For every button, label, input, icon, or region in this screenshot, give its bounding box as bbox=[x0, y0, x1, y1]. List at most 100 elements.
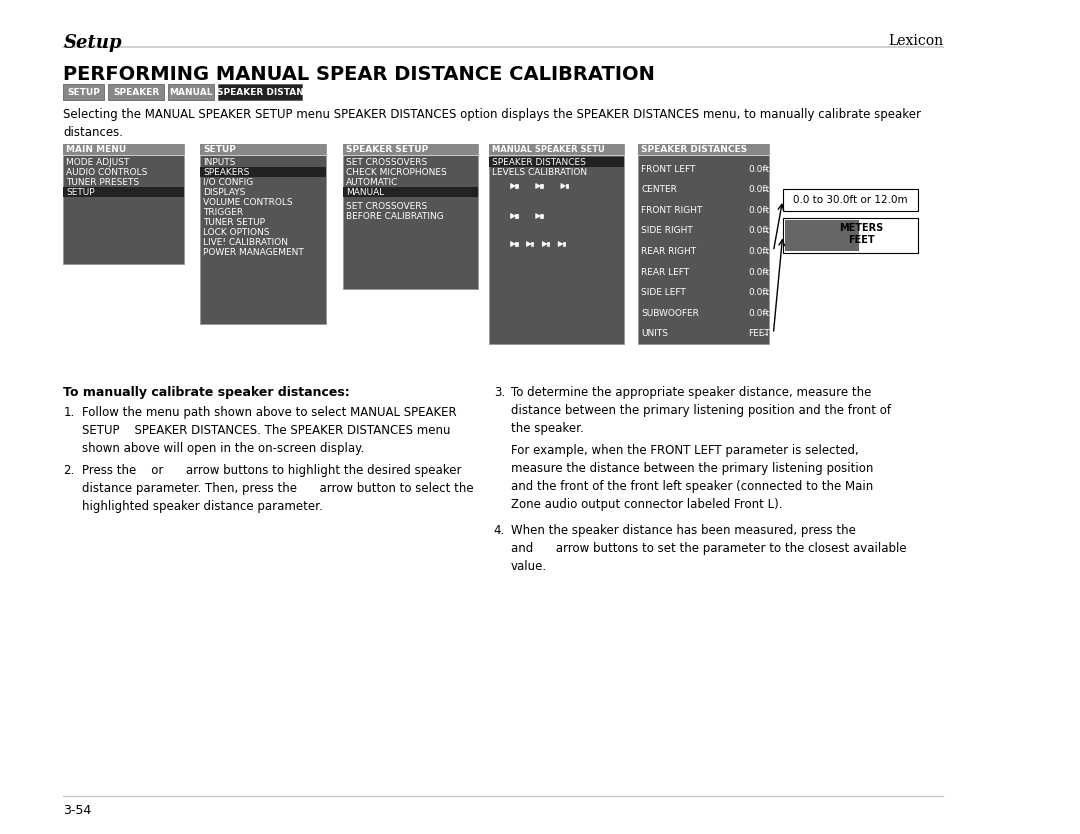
Bar bbox=[546, 243, 550, 246]
FancyBboxPatch shape bbox=[167, 84, 214, 100]
Text: CENTER: CENTER bbox=[642, 185, 677, 194]
Text: SET CROSSOVERS: SET CROSSOVERS bbox=[346, 202, 427, 210]
Text: 0.0ft: 0.0ft bbox=[748, 185, 769, 194]
FancyBboxPatch shape bbox=[108, 84, 164, 100]
FancyBboxPatch shape bbox=[200, 167, 326, 177]
Polygon shape bbox=[511, 242, 515, 247]
FancyBboxPatch shape bbox=[64, 84, 105, 100]
Text: SPEAKER SETUP: SPEAKER SETUP bbox=[346, 145, 428, 154]
Text: Selecting the MANUAL SPEAKER SETUP menu SPEAKER DISTANCES option displays the SP: Selecting the MANUAL SPEAKER SETUP menu … bbox=[64, 108, 921, 139]
Text: SIDE RIGHT: SIDE RIGHT bbox=[642, 227, 692, 235]
Text: SET CROSSOVERS: SET CROSSOVERS bbox=[346, 158, 427, 167]
Text: MANUAL: MANUAL bbox=[170, 88, 213, 97]
FancyBboxPatch shape bbox=[638, 144, 769, 344]
Text: Setup: Setup bbox=[64, 34, 122, 52]
Text: FRONT RIGHT: FRONT RIGHT bbox=[642, 206, 702, 215]
Text: SETUP: SETUP bbox=[66, 188, 95, 197]
Text: SETUP: SETUP bbox=[203, 145, 237, 154]
Text: LOCK OPTIONS: LOCK OPTIONS bbox=[203, 228, 270, 237]
Text: AUDIO CONTROLS: AUDIO CONTROLS bbox=[66, 168, 148, 177]
FancyBboxPatch shape bbox=[784, 220, 859, 251]
Text: FEET: FEET bbox=[748, 329, 770, 339]
Text: TRIGGER: TRIGGER bbox=[203, 208, 243, 217]
Bar bbox=[563, 243, 565, 246]
FancyBboxPatch shape bbox=[64, 187, 185, 197]
Text: TUNER PRESETS: TUNER PRESETS bbox=[66, 178, 139, 187]
Text: POWER MANAGEMENT: POWER MANAGEMENT bbox=[203, 248, 303, 257]
Text: REAR RIGHT: REAR RIGHT bbox=[642, 247, 697, 256]
Text: SETUP: SETUP bbox=[67, 88, 100, 97]
Text: SPEAKER DISTANCES: SPEAKER DISTANCES bbox=[492, 158, 585, 167]
Text: CHECK MICROPHONES: CHECK MICROPHONES bbox=[346, 168, 446, 177]
FancyBboxPatch shape bbox=[200, 144, 326, 324]
Text: To manually calibrate speaker distances:: To manually calibrate speaker distances: bbox=[64, 386, 350, 399]
Text: Press the    or      arrow buttons to highlight the desired speaker
distance par: Press the or arrow buttons to highlight … bbox=[82, 464, 474, 513]
Text: 0.0ft: 0.0ft bbox=[748, 247, 769, 256]
Text: VOLUME CONTROLS: VOLUME CONTROLS bbox=[203, 198, 293, 207]
Polygon shape bbox=[558, 242, 563, 247]
Text: I/O CONFIG: I/O CONFIG bbox=[203, 178, 254, 187]
Text: 0.0ft: 0.0ft bbox=[748, 165, 769, 173]
Text: Follow the menu path shown above to select MANUAL SPEAKER
SETUP    SPEAKER DISTA: Follow the menu path shown above to sele… bbox=[82, 406, 457, 455]
Text: 1.: 1. bbox=[64, 406, 75, 419]
FancyBboxPatch shape bbox=[218, 84, 302, 100]
FancyBboxPatch shape bbox=[200, 144, 326, 155]
Polygon shape bbox=[511, 214, 515, 219]
Text: MAIN MENU: MAIN MENU bbox=[66, 145, 126, 154]
Text: REAR LEFT: REAR LEFT bbox=[642, 268, 689, 277]
Text: DISPLAYS: DISPLAYS bbox=[203, 188, 245, 197]
Text: For example, when the FRONT LEFT parameter is selected,
measure the distance bet: For example, when the FRONT LEFT paramet… bbox=[511, 444, 873, 511]
Polygon shape bbox=[536, 183, 540, 188]
Text: 0.0ft: 0.0ft bbox=[748, 309, 769, 318]
FancyBboxPatch shape bbox=[64, 144, 185, 264]
FancyBboxPatch shape bbox=[489, 144, 624, 344]
Text: INPUTS: INPUTS bbox=[203, 158, 235, 167]
Bar bbox=[515, 214, 517, 218]
Text: 3-54: 3-54 bbox=[64, 804, 92, 817]
Text: To determine the appropriate speaker distance, measure the
distance between the : To determine the appropriate speaker dis… bbox=[511, 386, 891, 435]
FancyBboxPatch shape bbox=[342, 187, 478, 197]
Polygon shape bbox=[542, 242, 546, 247]
Polygon shape bbox=[561, 183, 566, 188]
Text: 0.0ft: 0.0ft bbox=[748, 288, 769, 297]
Bar bbox=[540, 214, 543, 218]
Text: UNITS: UNITS bbox=[642, 329, 669, 339]
FancyBboxPatch shape bbox=[489, 144, 624, 155]
Text: 4.: 4. bbox=[494, 524, 505, 537]
Text: LIVE! CALIBRATION: LIVE! CALIBRATION bbox=[203, 238, 288, 247]
Text: SPEAKERS: SPEAKERS bbox=[203, 168, 249, 177]
Text: 2.: 2. bbox=[64, 464, 75, 477]
Text: MODE ADJUST: MODE ADJUST bbox=[66, 158, 130, 167]
Text: 0.0ft: 0.0ft bbox=[748, 206, 769, 215]
Text: 0.0ft: 0.0ft bbox=[748, 227, 769, 235]
Polygon shape bbox=[536, 214, 540, 219]
FancyBboxPatch shape bbox=[783, 189, 918, 211]
Bar bbox=[540, 184, 543, 188]
Text: When the speaker distance has been measured, press the
and      arrow buttons to: When the speaker distance has been measu… bbox=[511, 524, 906, 573]
Polygon shape bbox=[511, 183, 515, 188]
Bar bbox=[515, 243, 517, 246]
Text: LEVELS CALIBRATION: LEVELS CALIBRATION bbox=[492, 168, 588, 177]
Bar bbox=[515, 184, 517, 188]
FancyBboxPatch shape bbox=[342, 144, 478, 155]
Text: Lexicon: Lexicon bbox=[888, 34, 943, 48]
Text: SPEAKER DISTANCES: SPEAKER DISTANCES bbox=[642, 145, 747, 154]
FancyBboxPatch shape bbox=[489, 157, 624, 167]
Text: 3.: 3. bbox=[494, 386, 505, 399]
Polygon shape bbox=[526, 242, 531, 247]
Text: PERFORMING MANUAL SPEAR DISTANCE CALIBRATION: PERFORMING MANUAL SPEAR DISTANCE CALIBRA… bbox=[64, 65, 656, 84]
Text: AUTOMATIC: AUTOMATIC bbox=[346, 178, 399, 187]
FancyBboxPatch shape bbox=[64, 144, 185, 155]
Text: BEFORE CALIBRATING: BEFORE CALIBRATING bbox=[346, 212, 444, 220]
Text: METERS: METERS bbox=[839, 223, 883, 233]
FancyBboxPatch shape bbox=[342, 144, 478, 289]
Bar bbox=[566, 184, 568, 188]
Text: TUNER SETUP: TUNER SETUP bbox=[203, 218, 265, 227]
Text: FRONT LEFT: FRONT LEFT bbox=[642, 165, 696, 173]
Text: SIDE LEFT: SIDE LEFT bbox=[642, 288, 686, 297]
Text: SUBWOOFER: SUBWOOFER bbox=[642, 309, 699, 318]
Text: SPEAKER DISTAN: SPEAKER DISTAN bbox=[216, 88, 303, 97]
Text: SPEAKER: SPEAKER bbox=[113, 88, 159, 97]
Text: 0.0ft: 0.0ft bbox=[748, 268, 769, 277]
Text: 0.0 to 30.0ft or 12.0m: 0.0 to 30.0ft or 12.0m bbox=[793, 195, 907, 205]
